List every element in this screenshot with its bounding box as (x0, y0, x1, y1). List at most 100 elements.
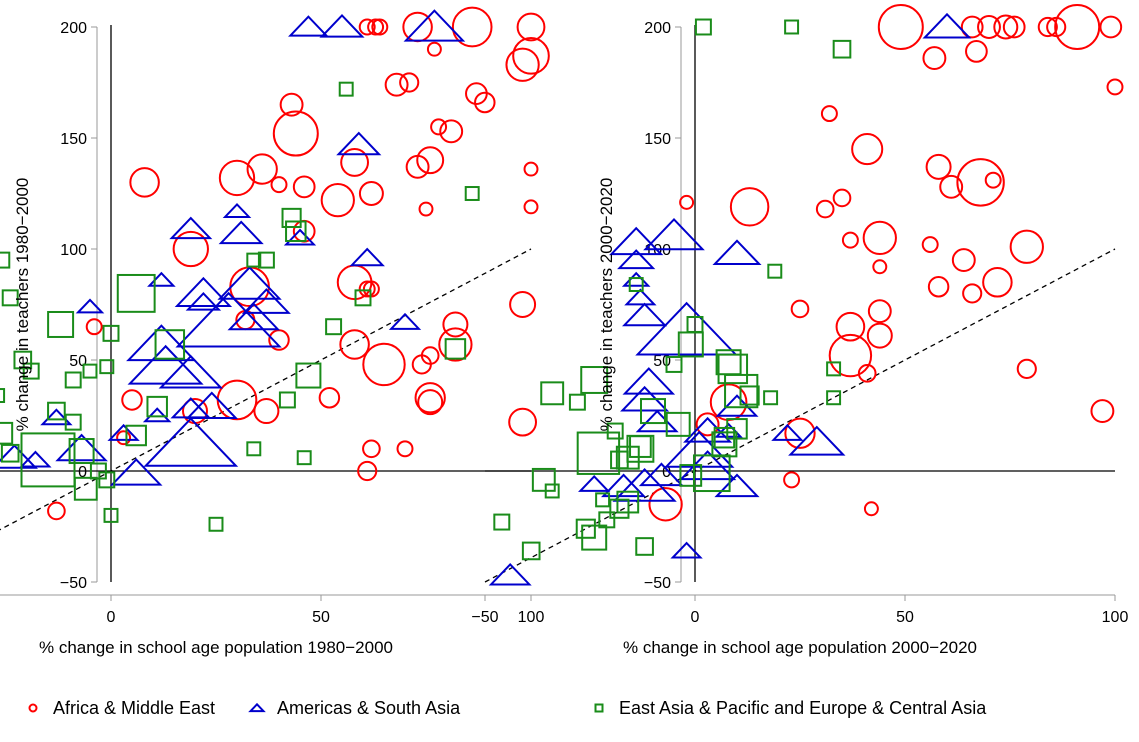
africa-data-point (509, 291, 537, 318)
eastasia-data-point (609, 498, 630, 519)
eastasia-data-point (628, 277, 644, 292)
africa-data-point (129, 167, 160, 198)
americas-data-point (622, 367, 676, 395)
africa-data-point (863, 501, 879, 517)
africa-data-point (1037, 16, 1058, 38)
eastasia-data-point (1, 289, 19, 307)
eastasia-data-point (64, 413, 82, 431)
africa-data-point (272, 110, 319, 157)
africa-data-point (851, 133, 884, 166)
africa-data-point (414, 382, 446, 414)
americas-data-point (174, 276, 233, 307)
africa-data-point (1090, 399, 1115, 424)
americas-data-point (185, 391, 239, 420)
americas-data-point (158, 354, 224, 389)
africa-data-point (362, 342, 406, 387)
africa-data-point (246, 153, 278, 185)
africa-data-point (960, 15, 984, 39)
x-tick-label: 50 (312, 609, 330, 626)
africa-data-point (790, 299, 810, 319)
africa-data-point (318, 386, 341, 409)
africa-data-point (426, 41, 442, 57)
eastasia-data-point (154, 329, 186, 360)
africa-data-point (939, 174, 964, 199)
y-tick-label: 100 (60, 242, 87, 259)
americas-data-point (222, 202, 252, 218)
americas-data-point (175, 291, 282, 348)
africa-data-point (729, 187, 770, 227)
eastasia-data-point (640, 398, 666, 425)
eastasia-data-point (281, 207, 302, 228)
africa-data-point (442, 311, 469, 338)
americas-data-point (621, 271, 651, 287)
y-tick-label: 200 (60, 20, 87, 37)
americas-data-point (142, 407, 172, 423)
eastasia-data-point (338, 81, 354, 97)
africa-data-point (962, 283, 983, 304)
africa-data-point (216, 379, 258, 421)
africa-data-point (1009, 229, 1044, 264)
africa-data-point (516, 12, 546, 42)
americas-data-point (638, 462, 684, 487)
y-tick-label: 0 (78, 464, 87, 481)
eastasia-data-point (576, 431, 621, 475)
africa-data-point (1054, 4, 1101, 50)
americas-data-point (712, 239, 762, 265)
eastasia-data-point (0, 388, 6, 403)
eastasia-data-point (616, 490, 640, 514)
americas-data-point (609, 226, 664, 256)
americas-data-point (241, 288, 291, 314)
eastasia-data-point (444, 338, 467, 360)
africa-data-point (835, 311, 866, 342)
africa-data-point (784, 417, 816, 449)
africa-data-point (648, 487, 683, 522)
africa-data-point (270, 176, 288, 194)
africa-data-point (371, 18, 389, 36)
africa-data-point (1106, 78, 1124, 96)
eastasia-data-point (246, 252, 262, 268)
eastasia-data-point (285, 220, 307, 242)
africa-data-point (523, 199, 539, 215)
y-tick-label: −50 (644, 575, 671, 592)
eastasia-data-point (692, 454, 731, 493)
eastasia-data-point (544, 483, 560, 499)
africa-data-point (965, 40, 988, 63)
africa-data-point (418, 201, 434, 217)
eastasia-data-point (521, 541, 541, 561)
africa-data-point (340, 148, 370, 177)
eastasia-data-point (832, 39, 852, 59)
americas-data-point (0, 444, 38, 469)
africa-data-point (172, 230, 209, 268)
americas-data-point (624, 288, 657, 306)
eastasia-data-point (610, 450, 629, 470)
americas-data-point (40, 408, 73, 426)
africa-legend-marker (28, 703, 38, 713)
africa-data-point (292, 175, 316, 199)
americas-data-point (635, 301, 738, 356)
eastasia-data-point (22, 362, 40, 380)
eastasia-data-point (767, 263, 783, 279)
americas-data-point (288, 15, 329, 37)
americas-data-point (663, 430, 735, 468)
americas-data-point (185, 292, 222, 311)
eastasia-data-point (102, 324, 120, 342)
americas-data-point (336, 131, 382, 156)
eastasia-data-point (103, 507, 119, 523)
africa-data-point (951, 248, 976, 273)
eastasia-data-point (665, 355, 683, 373)
eastasia-data-point (575, 518, 596, 539)
eastasia-data-point (694, 18, 712, 36)
africa-data-point (439, 119, 464, 144)
eastasia-data-point (125, 424, 147, 447)
eastasia-data-point (606, 422, 624, 440)
x-tick-label: 0 (107, 609, 116, 626)
eastasia-data-point (568, 393, 586, 411)
africa-data-point (695, 412, 720, 437)
y-tick-label: 150 (644, 131, 671, 148)
africa-data-point (358, 181, 384, 206)
y-tick-label: 50 (653, 353, 671, 370)
eastasia-data-point (208, 516, 224, 532)
eastasia-data-point (540, 381, 565, 406)
americas-data-point (127, 344, 204, 385)
